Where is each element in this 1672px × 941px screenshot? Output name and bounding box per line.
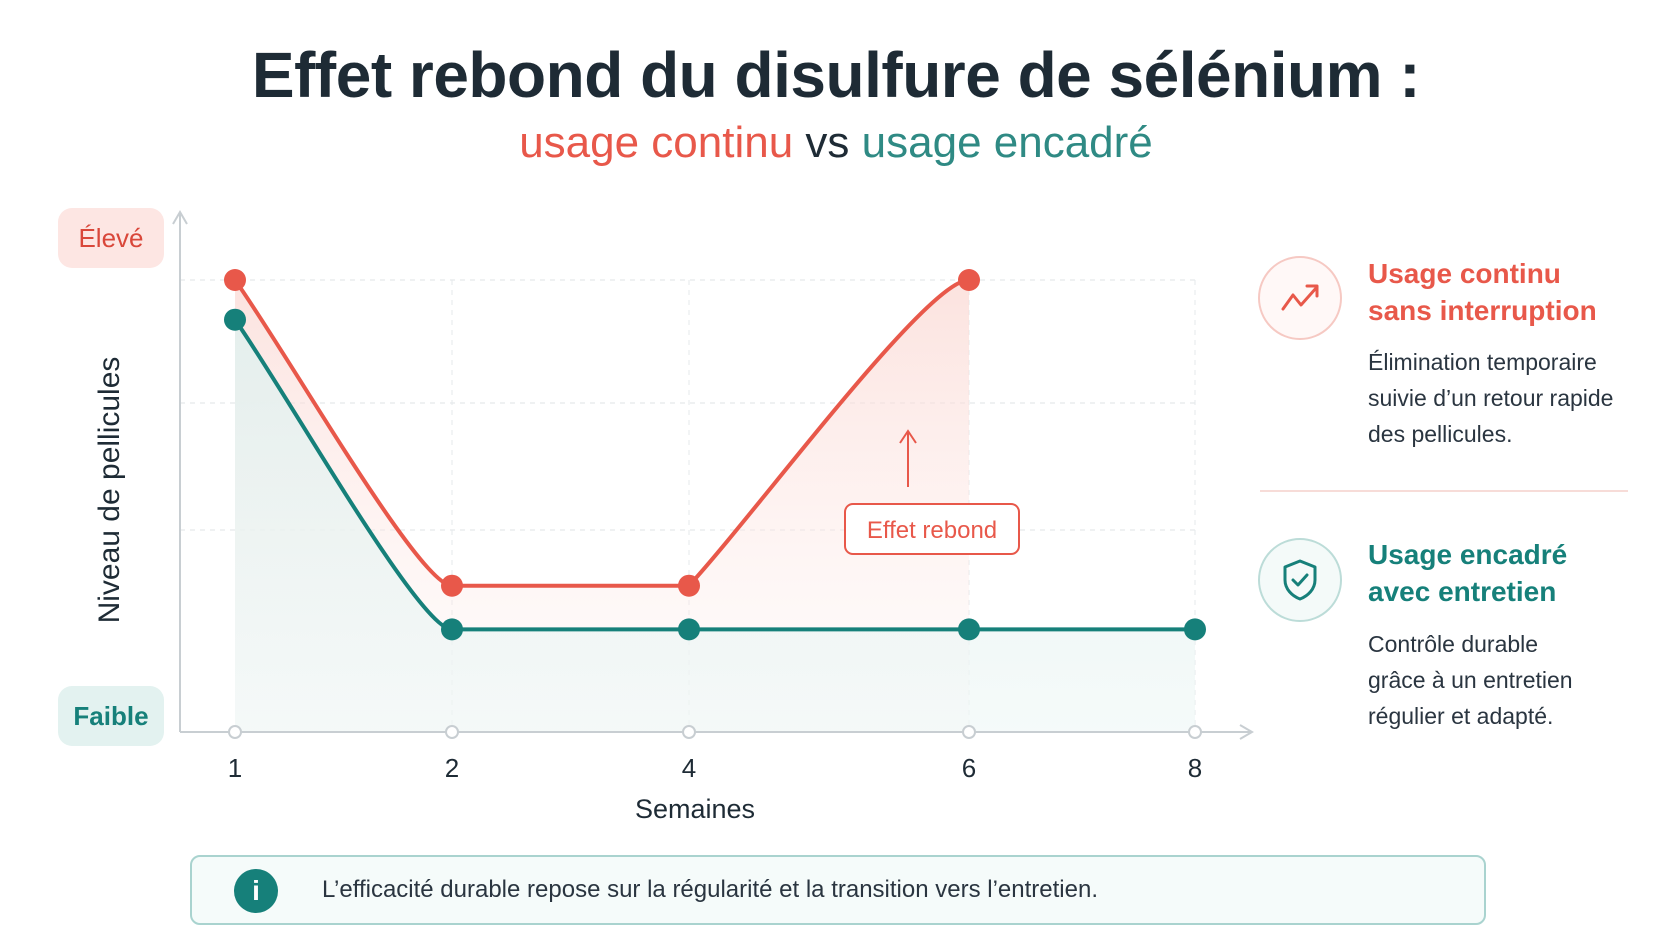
page-title: Effet rebond du disulfure de sélénium : (251, 39, 1421, 111)
annotation-arrow-head (899, 429, 917, 444)
x-tick-6 (962, 725, 976, 739)
data-point-0-0 (224, 269, 246, 291)
data-point-0-3 (958, 269, 980, 291)
x-axis-label: Semaines (635, 794, 755, 824)
x-tick-label-2: 2 (445, 753, 459, 783)
info-text: L’efficacité durable repose sur la régul… (322, 876, 1098, 903)
data-point-1-4 (1184, 618, 1206, 641)
y-high-label: Élevé (58, 208, 164, 268)
legend-continu-desc-line1: Élimination temporaire (1368, 349, 1597, 375)
legend-continu-title-line2: sans interruption (1368, 295, 1597, 326)
page-subtitle: usage continu vs usage encadré (0, 118, 1672, 168)
annotation-label: Effet rebond (867, 517, 997, 544)
data-point-0-1 (441, 574, 463, 597)
shield-check-icon (1258, 538, 1342, 622)
legend-encadre-title-line2: avec entretien (1368, 576, 1557, 607)
data-point-1-0 (224, 308, 246, 331)
legend-encadre-desc-line1: Contrôle durable (1368, 631, 1539, 657)
x-tick-label-4: 4 (682, 753, 696, 783)
data-point-0-2 (678, 574, 700, 597)
x-tick-1 (228, 725, 242, 739)
subtitle-continu: usage continu (519, 118, 794, 167)
legend-encadre-title: Usage encadré avec entretien (1368, 536, 1658, 610)
line-chart: 1 2 4 6 8 Semaines Effet rebond (172, 210, 1254, 824)
series-line-0 (233, 278, 971, 588)
x-tick-4 (682, 725, 696, 739)
subtitle-vs: vs (793, 118, 862, 167)
legend-encadre-title-line1: Usage encadré (1368, 539, 1568, 570)
data-point-1-3 (958, 618, 980, 641)
legend-continu-desc-line3: des pellicules. (1368, 421, 1513, 447)
legend-continu-desc-line2: suivie d’un retour rapide (1368, 385, 1614, 411)
legend-continu-title-line1: Usage continu (1368, 258, 1561, 289)
legend-encadre-desc: Contrôle durable grâce à un entretien ré… (1368, 626, 1658, 734)
y-low-label: Faible (58, 686, 164, 746)
x-tick-8 (1188, 725, 1202, 739)
annotation-box (844, 503, 1020, 555)
legend-continu-desc: Élimination temporaire suivie d’un retou… (1368, 344, 1658, 452)
x-tick-label-1: 1 (228, 753, 242, 783)
legend-encadre-desc-line3: régulier et adapté. (1368, 703, 1554, 729)
trend-up-icon (1258, 256, 1342, 340)
x-tick-label-6: 6 (962, 753, 976, 783)
y-axis-arrow (172, 210, 188, 225)
series-area-1 (235, 319, 1195, 732)
x-tick-2 (445, 725, 459, 739)
legend-continu-title: Usage continu sans interruption (1368, 255, 1658, 329)
subtitle-encadre: usage encadré (861, 118, 1153, 167)
x-axis-arrow (1239, 724, 1254, 740)
legend-divider (1260, 490, 1628, 492)
legend-encadre-desc-line2: grâce à un entretien (1368, 667, 1573, 693)
data-point-1-1 (441, 618, 463, 641)
data-point-1-2 (678, 618, 700, 641)
info-icon: i (234, 869, 278, 913)
info-box: i L’efficacité durable repose sur la rég… (190, 855, 1486, 925)
x-tick-label-8: 8 (1188, 753, 1202, 783)
